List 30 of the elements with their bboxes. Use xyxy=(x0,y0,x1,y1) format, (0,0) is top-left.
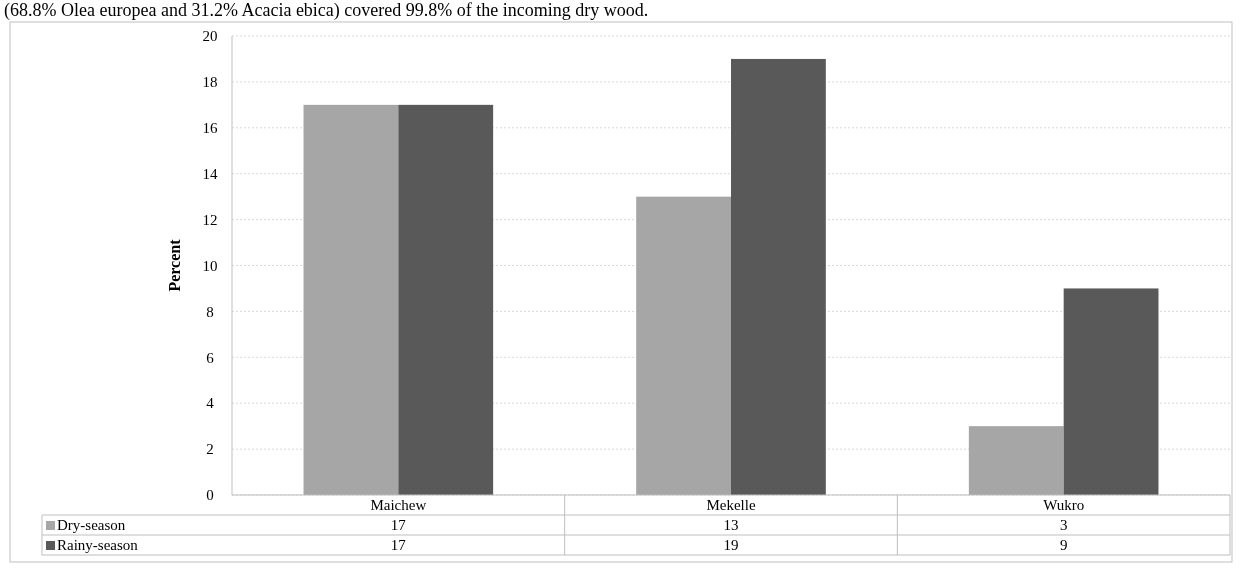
x-tick-label: Maichew xyxy=(370,497,427,514)
data-label: 9 xyxy=(1059,537,1068,554)
y-axis-title: Percent xyxy=(166,238,183,292)
bar xyxy=(1063,288,1159,495)
y-tick-label: 4 xyxy=(206,395,215,412)
bar xyxy=(636,196,731,495)
y-tick-label: 20 xyxy=(202,28,218,45)
legend-label: Dry-season xyxy=(57,517,126,534)
bar xyxy=(968,426,1064,495)
y-tick-label: 8 xyxy=(206,303,214,320)
y-tick-label: 18 xyxy=(202,74,218,91)
data-label: 17 xyxy=(390,517,407,534)
y-tick-label: 16 xyxy=(202,120,218,137)
y-tick-label: 2 xyxy=(206,441,214,458)
y-tick-label: 14 xyxy=(202,165,218,182)
bar xyxy=(731,58,826,495)
y-tick-label: 12 xyxy=(202,211,218,228)
legend-label: Rainy-season xyxy=(57,537,139,554)
y-tick-label: 0 xyxy=(206,487,214,504)
data-label: 17 xyxy=(390,537,407,554)
data-label: 3 xyxy=(1059,517,1068,534)
y-tick-label: 6 xyxy=(206,349,215,366)
x-tick-label: Mekelle xyxy=(706,497,756,514)
bar xyxy=(303,104,399,495)
x-tick-label: Wukro xyxy=(1043,497,1085,514)
y-tick-label: 10 xyxy=(202,257,218,274)
data-label: 19 xyxy=(723,537,739,554)
bar xyxy=(398,104,494,495)
text: (68.8% Olea europea and 31.2% Acacia ebica) covered 99.8% of the incoming dry wood. xyxy=(4,0,649,21)
data-label: 13 xyxy=(723,517,739,534)
